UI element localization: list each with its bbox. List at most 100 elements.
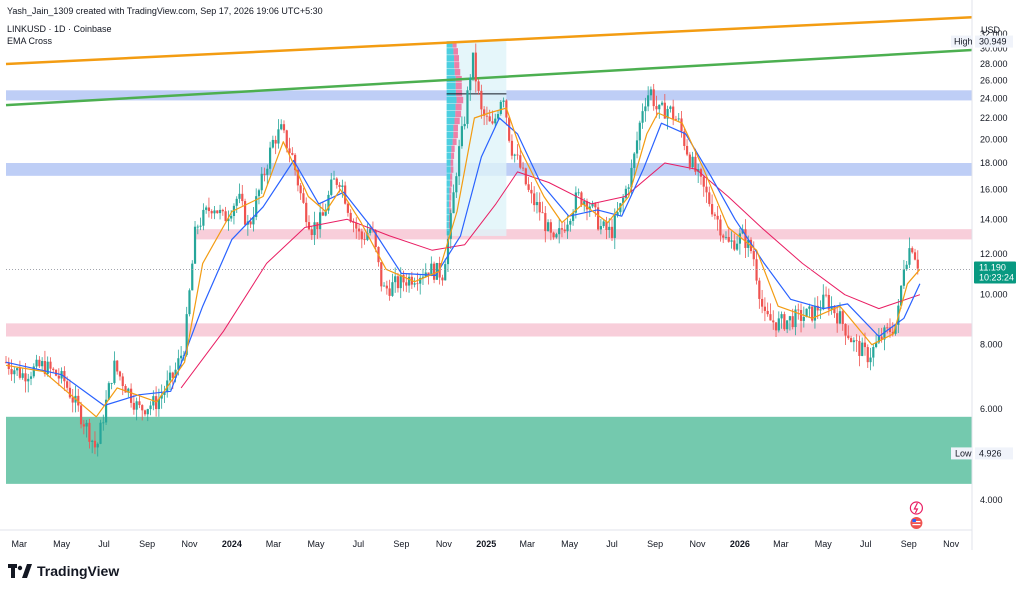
candle-body xyxy=(452,192,454,213)
candle-body xyxy=(511,141,513,156)
candle-body xyxy=(703,177,705,187)
x-tick-label: Nov xyxy=(943,539,960,549)
candle-body xyxy=(628,187,630,188)
candle-body xyxy=(789,316,791,320)
volume-profile-bar xyxy=(447,118,455,124)
candle-body xyxy=(633,154,635,168)
y-tick-label: 20.000 xyxy=(980,134,1008,144)
tradingview-logo-icon xyxy=(8,564,32,578)
candle-body xyxy=(291,153,293,155)
candle-body xyxy=(414,283,416,284)
candle-body xyxy=(530,190,532,194)
volume-profile-bar xyxy=(447,180,450,186)
y-tick-label: 18.000 xyxy=(980,158,1008,168)
high-value: 30.949 xyxy=(979,37,1007,47)
tradingview-brand[interactable]: TradingView xyxy=(8,563,119,579)
candle-body xyxy=(903,269,905,286)
candle-body xyxy=(205,207,207,209)
candle-body xyxy=(680,118,682,131)
flag-stripe xyxy=(912,524,920,525)
volume-profile-bar xyxy=(447,104,456,110)
candle-body xyxy=(180,356,182,359)
candle-body xyxy=(49,362,51,369)
candle-body xyxy=(772,320,774,322)
candle-body xyxy=(842,311,844,324)
candle-body xyxy=(347,204,349,213)
volume-profile-bar xyxy=(456,83,462,89)
candle-body xyxy=(550,222,552,232)
volume-profile-bar xyxy=(447,83,456,89)
y-tick-label: 4.000 xyxy=(980,495,1003,505)
candle-body xyxy=(416,283,418,284)
candle-body xyxy=(792,316,794,327)
candle-body xyxy=(722,235,724,237)
candle-body xyxy=(52,369,54,370)
volume-profile-bar xyxy=(453,48,458,54)
candle-body xyxy=(41,361,43,366)
candle-body xyxy=(147,409,149,414)
candle-body xyxy=(678,118,680,119)
candle-body xyxy=(358,229,360,232)
candle-body xyxy=(853,340,855,342)
candle-body xyxy=(516,155,518,156)
candle-body xyxy=(475,53,477,82)
candle-body xyxy=(83,424,85,426)
volume-profile-bar xyxy=(451,146,454,152)
candle-body xyxy=(692,157,694,167)
candle-body xyxy=(514,155,516,156)
x-tick-label: Mar xyxy=(11,539,27,549)
candle-body xyxy=(639,123,641,141)
candle-body xyxy=(66,381,68,388)
candle-body xyxy=(441,278,443,281)
candle-body xyxy=(35,360,37,367)
candle-body xyxy=(22,373,24,378)
candle-body xyxy=(836,313,838,323)
x-tick-label: Sep xyxy=(393,539,409,549)
candle-body xyxy=(553,233,555,238)
candle-body xyxy=(564,230,566,232)
volume-profile-bar xyxy=(447,152,452,158)
candle-body xyxy=(275,140,277,144)
candle-body xyxy=(258,190,260,196)
candle-body xyxy=(458,146,460,176)
candle-body xyxy=(222,210,224,211)
candle-body xyxy=(38,360,40,366)
candle-body xyxy=(308,222,310,229)
volume-profile-bar xyxy=(450,180,452,186)
candle-body xyxy=(188,290,190,314)
candle-body xyxy=(144,410,146,414)
candle-body xyxy=(653,89,655,106)
candle-body xyxy=(280,124,282,129)
candle-body xyxy=(464,124,466,126)
candle-body xyxy=(466,90,468,124)
candle-body xyxy=(655,106,657,109)
indicator-legend[interactable]: EMA Cross xyxy=(7,36,52,46)
x-tick-label: May xyxy=(53,539,71,549)
y-tick-label: 28.000 xyxy=(980,59,1008,69)
volume-profile-bar xyxy=(449,194,451,200)
y-tick-label: 6.000 xyxy=(980,404,1003,414)
candle-body xyxy=(764,307,766,311)
candle-body xyxy=(753,251,755,259)
candle-body xyxy=(69,388,71,398)
x-tick-label: Jul xyxy=(353,539,365,549)
volume-profile-bar xyxy=(453,125,458,131)
symbol-legend[interactable]: LINKUSD · 1D · Coinbase xyxy=(7,24,112,34)
x-tick-label: Sep xyxy=(139,539,155,549)
candle-body xyxy=(850,338,852,342)
candle-body xyxy=(608,227,610,230)
candle-body xyxy=(491,121,493,123)
candle-body xyxy=(80,405,82,424)
zone-3 xyxy=(6,323,972,336)
volume-profile-bar xyxy=(447,187,450,193)
candle-body xyxy=(558,228,560,234)
candle-body xyxy=(202,210,204,226)
candle-body xyxy=(669,107,671,109)
volume-profile-bar xyxy=(447,194,450,200)
candle-body xyxy=(27,379,29,382)
volume-profile-bar xyxy=(447,208,450,214)
candle-body xyxy=(397,276,399,288)
y-tick-label: 26.000 xyxy=(980,76,1008,86)
volume-profile-bar xyxy=(453,139,457,145)
